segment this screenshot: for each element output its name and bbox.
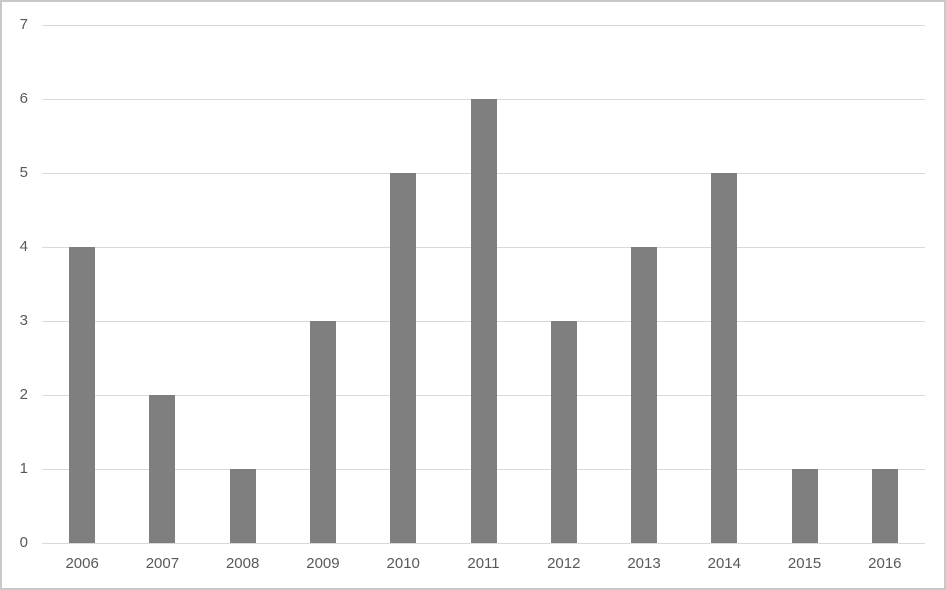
bar-2010 [390,173,417,543]
y-tick-label: 2 [19,386,28,403]
bar-2009 [309,321,336,543]
bar-2011 [470,99,497,543]
y-tick-label: 6 [19,90,28,107]
x-axis-line [42,543,925,544]
y-tick-label: 3 [19,312,28,329]
bar-2015 [791,469,818,543]
x-tick-label: 2008 [225,555,260,572]
bar-2014 [711,173,738,543]
bar-2006 [69,247,96,543]
x-tick-label: 2006 [65,555,99,572]
bar-2016 [871,469,898,543]
bar-2012 [550,321,577,543]
y-tick-label: 7 [19,16,28,33]
y-tick-label: 5 [19,164,28,181]
x-tick-label: 2015 [787,555,822,572]
x-tick-label: 2009 [306,555,340,572]
x-tick-label: 2014 [707,555,741,572]
x-tick-label: 2007 [145,555,180,572]
x-tick-label: 2012 [547,555,581,572]
y-tick-label: 4 [19,238,28,255]
x-tick-label: 2016 [868,555,902,572]
gridline [42,25,925,26]
bar-2007 [149,395,176,543]
y-tick-label: 1 [19,460,28,477]
bar-2008 [229,469,256,543]
x-tick-label: 2011 [467,555,500,572]
x-tick-label: 2013 [627,555,661,572]
bar-2013 [631,247,658,543]
x-tick-label: 2010 [386,555,420,572]
y-tick-label: 0 [19,534,28,551]
